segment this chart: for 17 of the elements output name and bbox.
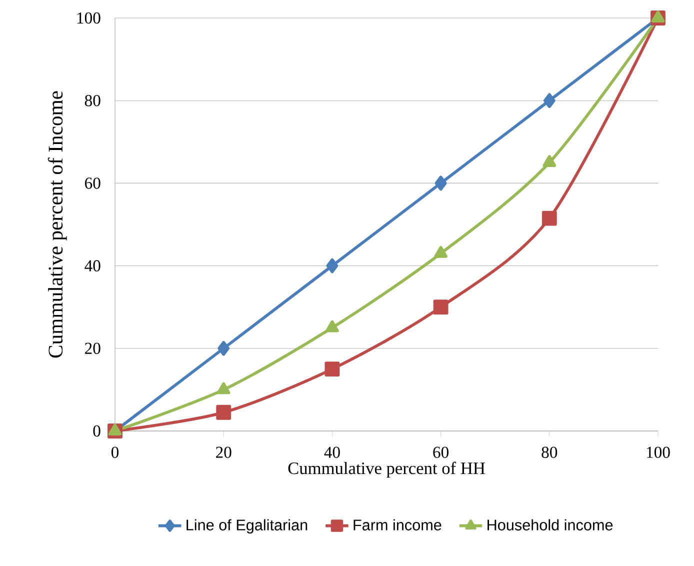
y-tick-label: 0 bbox=[93, 425, 100, 437]
legend-label: Farm income bbox=[354, 519, 442, 530]
y-tick-label: 80 bbox=[84, 94, 100, 106]
x-tick-label: 100 bbox=[646, 446, 670, 458]
y-tick-label: 20 bbox=[85, 342, 100, 354]
y-tick-label: 40 bbox=[84, 260, 100, 272]
x-tick-label: 0 bbox=[111, 446, 119, 458]
x-tick-label: 20 bbox=[216, 446, 232, 458]
x-tick-label: 40 bbox=[324, 446, 340, 458]
y-axis-title: Cummulative percent of Income bbox=[48, 91, 67, 358]
y-tick-label: 100 bbox=[77, 12, 100, 24]
y-tick-label: 60 bbox=[85, 178, 100, 189]
x-tick-label: 80 bbox=[542, 446, 558, 458]
legend-label: Household income bbox=[488, 519, 613, 530]
legend-label: Line of Egalitarian bbox=[186, 519, 308, 534]
x-axis-title: Cummulative percent of HH bbox=[288, 462, 485, 478]
x-tick-label: 60 bbox=[433, 446, 448, 458]
